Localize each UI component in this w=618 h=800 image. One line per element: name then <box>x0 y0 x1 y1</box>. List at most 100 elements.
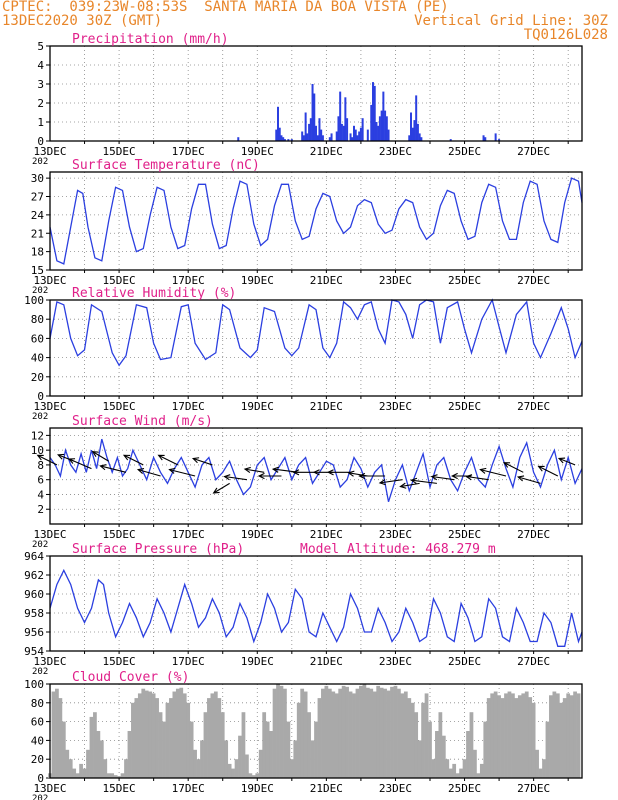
panel-title: Precipitation (mm/h) <box>72 32 229 47</box>
cloud-cover-bar <box>334 693 339 778</box>
precipitation-bar <box>339 91 342 141</box>
cloud-cover-bar <box>400 693 405 778</box>
cloud-cover-bar <box>486 698 491 778</box>
cloud-cover-bar <box>504 693 508 778</box>
wind-arrow <box>431 475 455 481</box>
wind-arrow <box>169 469 196 477</box>
cloud-cover-bar <box>542 759 546 778</box>
cloud-cover-bar <box>172 691 177 778</box>
wind-arrow-head <box>157 454 165 461</box>
x-tick-label: 19DEC <box>241 400 274 413</box>
series-line <box>49 438 583 502</box>
x-tick-label: 27DEC <box>517 782 550 795</box>
x-tick-label: 23DEC <box>379 528 412 541</box>
y-tick-label: 18 <box>31 246 44 259</box>
x-tick-label: 21DEC <box>310 274 343 287</box>
cloud-cover-bar <box>189 721 194 778</box>
wind-arrow <box>480 469 507 477</box>
cloud-cover-bar <box>314 721 318 778</box>
precipitation-bar <box>321 135 324 141</box>
precipitation-bar <box>349 133 352 141</box>
cloud-cover-bar <box>131 702 135 778</box>
panel-title: Cloud Cover (%) <box>72 670 189 685</box>
wind-arrow-head <box>168 467 176 474</box>
cloud-cover-bar <box>545 721 550 778</box>
cloud-cover-bar <box>421 702 425 778</box>
precipitation-bar <box>372 82 374 141</box>
wind-arrow <box>538 465 559 477</box>
cloud-cover-bar <box>362 684 367 778</box>
cloud-cover-bar <box>327 688 332 778</box>
precipitation-bar <box>482 135 485 141</box>
wind-arrow-head <box>516 475 525 482</box>
cloud-cover-bar <box>466 731 470 778</box>
precipitation-bar <box>356 135 359 141</box>
cloud-cover-bar <box>155 698 159 778</box>
x-tick-label: 13DEC <box>33 145 66 158</box>
x-tick-label: 19DEC <box>241 782 274 795</box>
cloud-cover-bar <box>310 740 315 778</box>
y-tick-label: 5 <box>37 40 44 53</box>
wind-arrow <box>244 468 265 473</box>
cloud-cover-bar <box>148 691 153 778</box>
x-tick-label: 13DEC <box>33 400 66 413</box>
y-tick-label: 21 <box>31 227 44 240</box>
y-tick-label: 40 <box>31 352 44 365</box>
precipitation-bar <box>384 110 387 141</box>
wind-arrow-head <box>326 469 334 476</box>
wind-arrow-head <box>430 474 438 481</box>
cloud-cover-bar <box>286 721 291 778</box>
cloud-cover-bar <box>258 749 263 778</box>
precipitation-bar <box>420 137 423 141</box>
x-tick-label: 21DEC <box>310 400 343 413</box>
cloud-cover-bar <box>459 768 463 778</box>
wind-arrow-head <box>36 454 44 461</box>
y-tick-label: 24 <box>31 209 45 222</box>
x-tick-label: 19DEC <box>241 528 274 541</box>
cloud-cover-bar <box>86 749 90 778</box>
cloud-cover-bar <box>55 688 59 778</box>
series-line <box>49 298 583 367</box>
cloud-cover-bar <box>93 712 97 778</box>
cloud-cover-bar <box>528 697 533 778</box>
cloud-cover-bar <box>407 698 412 778</box>
cloud-cover-bar <box>144 690 149 778</box>
precipitation-bar <box>340 123 343 141</box>
series-line <box>49 177 583 265</box>
precipitation-bar <box>302 135 305 141</box>
cloud-cover-bar <box>224 740 229 778</box>
x-tick-label: 25DEC <box>448 655 481 668</box>
x-tick-label: 25DEC <box>448 400 481 413</box>
cloud-cover-bar <box>469 712 474 778</box>
wind-arrow-head <box>557 457 566 464</box>
precipitation-bar <box>287 139 290 141</box>
cloud-cover-bar <box>441 735 446 778</box>
cloud-cover-bar <box>521 693 526 778</box>
precipitation-bar <box>320 129 323 141</box>
cloud-cover-bar <box>269 731 273 778</box>
cloud-cover-bar <box>245 754 249 778</box>
precipitation-bar <box>408 135 411 141</box>
cloud-cover-bar <box>535 749 539 778</box>
cloud-cover-bar <box>566 693 571 778</box>
cloud-cover-bar <box>348 691 353 778</box>
cloud-cover-bar <box>96 731 101 778</box>
cloud-cover-bar <box>65 749 70 778</box>
wind-arrow-head <box>271 466 279 473</box>
header-date: 13DEC2020 30Z (GMT) <box>2 13 163 29</box>
cloud-cover-bar <box>352 693 356 778</box>
y-tick-label: 100 <box>24 678 44 691</box>
y-tick-label: 2 <box>37 503 44 516</box>
wind-arrow <box>123 454 144 466</box>
cloud-cover-bar <box>428 721 432 778</box>
y-tick-label: 958 <box>24 607 44 620</box>
y-tick-label: 0 <box>37 390 44 403</box>
precipitation-bar <box>415 95 418 141</box>
panel-title: Surface Pressure (hPa) <box>72 542 244 557</box>
x-tick-label: 15DEC <box>103 145 136 158</box>
cloud-cover-bar <box>120 773 125 778</box>
x-tick-label: 27DEC <box>517 274 550 287</box>
wind-arrow-head <box>450 472 458 480</box>
cloud-cover-bar <box>293 740 298 778</box>
cloud-cover-bar <box>573 691 577 778</box>
